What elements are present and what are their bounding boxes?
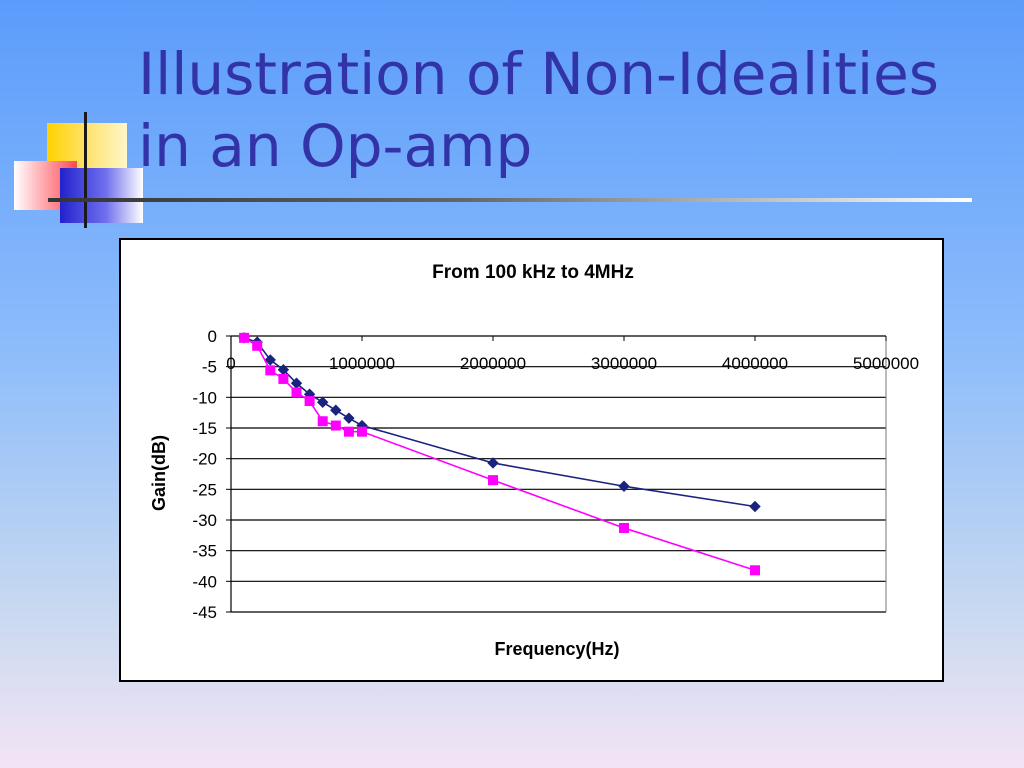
series-1-point xyxy=(330,404,342,416)
y-tick-label: 0 xyxy=(208,327,217,346)
series-2-point xyxy=(265,365,276,376)
slide-title: Illustration of Non-Idealities in an Op-… xyxy=(138,40,940,180)
decorative-blue-square xyxy=(60,168,143,223)
series-1-point xyxy=(264,354,277,366)
x-tick-label: 1000000 xyxy=(329,354,395,373)
series-2-point xyxy=(252,340,263,351)
series-2-point xyxy=(750,565,760,576)
series-2-point xyxy=(304,396,315,407)
decorative-vertical-line xyxy=(84,112,87,228)
y-tick-label: -10 xyxy=(192,388,217,407)
x-tick-label: 0 xyxy=(226,354,235,373)
y-axis-label: Gain(dB) xyxy=(149,435,169,511)
x-tick-label: 4000000 xyxy=(722,354,788,373)
y-tick-label: -40 xyxy=(192,572,217,591)
series-2-point xyxy=(357,426,367,437)
series-2-point xyxy=(343,426,354,437)
series-1-point xyxy=(618,480,630,492)
series-1-point xyxy=(487,457,499,469)
chart-title: From 100 kHz to 4MHz xyxy=(432,262,634,283)
x-tick-label: 5000000 xyxy=(853,354,919,373)
series-2-point xyxy=(291,387,302,398)
series-2-point xyxy=(488,475,498,486)
series-2-point xyxy=(330,420,341,431)
y-tick-label: -35 xyxy=(192,542,217,561)
y-tick-label: -15 xyxy=(192,419,217,438)
series-1-point xyxy=(343,412,355,424)
line-chart: From 100 kHz to 4MHz Frequency(Hz) Gain(… xyxy=(149,262,919,659)
title-underline xyxy=(48,198,972,202)
y-tick-label: -5 xyxy=(202,358,217,377)
series-2-point xyxy=(317,416,328,427)
series-1-point xyxy=(316,396,329,408)
x-tick-label: 2000000 xyxy=(460,354,526,373)
series-2-point xyxy=(619,522,629,533)
y-tick-label: -30 xyxy=(192,511,217,530)
series-2-point xyxy=(239,332,250,343)
series-2-point xyxy=(278,373,289,384)
x-axis-label: Frequency(Hz) xyxy=(494,639,619,659)
series-1-point xyxy=(749,500,761,513)
x-tick-label: 3000000 xyxy=(591,354,657,373)
y-tick-label: -20 xyxy=(192,450,217,469)
chart-container: From 100 kHz to 4MHz Frequency(Hz) Gain(… xyxy=(119,238,944,682)
y-tick-label: -25 xyxy=(192,480,217,499)
y-tick-label: -45 xyxy=(192,603,217,622)
